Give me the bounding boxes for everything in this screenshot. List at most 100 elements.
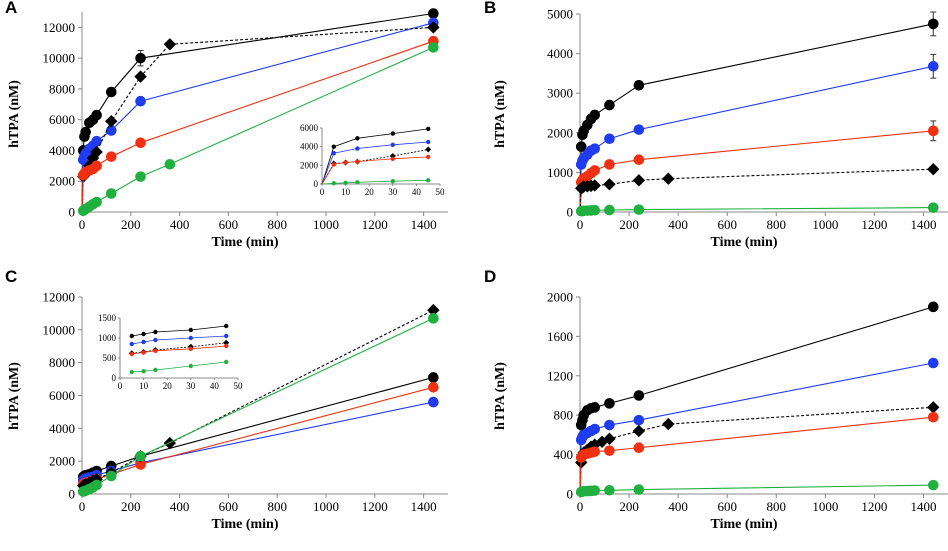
chart-0-inset-xtick-label-0: 0 (320, 187, 325, 197)
chart-1-ytick-label-5: 5000 (547, 7, 573, 22)
chart-panel-C: C0 200 400 600 800 1000 1200 140002000400060008… (5, 267, 448, 532)
chart-0-series-black-point-3 (80, 126, 91, 138)
chart-2-inset-xtick-label-2: 20 (163, 381, 173, 391)
chart-0-series-blue-point-6 (91, 135, 102, 147)
chart-3-xtick-label-6: 1200 (861, 499, 887, 514)
chart-0-inset-series-red-point-5 (426, 154, 431, 160)
chart-2-ytick-label-1: 2000 (49, 454, 75, 469)
chart-0-inset-xtick-label-3: 30 (388, 187, 398, 197)
chart-0-inset-series-black-point-4 (426, 126, 431, 132)
chart-3-series-diamond-point-11 (927, 401, 940, 414)
chart-3-series-diamond-point-7 (595, 435, 609, 448)
chart-3-series-diamond-line (579, 406, 934, 495)
chart-0-inset-series-blue-point-4 (426, 139, 431, 145)
chart-1-x-axis-title: Time (min) (710, 235, 777, 250)
chart-1-ytick-label-2: 2000 (547, 125, 573, 140)
chart-1-series-red-point-8 (633, 154, 645, 166)
chart-0-ytick-label-6: 12000 (43, 20, 76, 35)
chart-0-series-diamond-point-8 (134, 70, 147, 83)
chart-2-xtick-label-6: 1200 (362, 499, 388, 514)
chart-2-ytick-label-4: 8000 (49, 355, 75, 370)
chart-1-xtick-label-4: 800 (767, 217, 787, 232)
chart-2-inset-series-black-point-1 (141, 331, 146, 337)
chart-3-series-diamond-point-10 (662, 417, 675, 431)
chart-2-inset-series-black-point-2 (153, 329, 158, 335)
chart-1-series-blue-line (579, 65, 934, 213)
chart-0-inset-ytick-label-1: 2000 (300, 160, 319, 170)
chart-0-inset-series-red-point-2 (343, 160, 348, 165)
chart-0-series-diamond-point-6 (90, 145, 103, 159)
chart-3-series-red-point-6 (589, 446, 601, 457)
chart-3-series-red-point-7 (604, 445, 615, 456)
chart-0-series-black-point-6 (91, 109, 102, 121)
chart-1-series-red-point-7 (604, 159, 615, 170)
chart-1-ytick-label-0: 0 (567, 205, 574, 220)
chart-1-series-red-point-6 (589, 165, 601, 176)
chart-3-series-red-line (579, 416, 934, 495)
chart-0-inset-series-black-point-1 (331, 144, 336, 149)
chart-2-inset-xtick-label-0: 0 (118, 381, 123, 391)
chart-2-series-diamond-point-10 (427, 303, 440, 317)
chart-0-inset-series-blue-point-1 (331, 151, 336, 156)
chart-0-inset-xtick-label-5: 50 (436, 187, 446, 197)
chart-0-inset-ytick-label-2: 4000 (300, 142, 319, 152)
chart-3-series-black-point-9 (927, 301, 939, 313)
chart-3-x-axis-title: Time (min) (710, 517, 777, 532)
chart-0-inset: 0 10 20 30 40 50 0 2000 4000 6000 (292, 120, 446, 202)
chart-1-series-green-point-6 (589, 204, 601, 216)
chart-3-xtick-label-1: 200 (619, 499, 639, 514)
chart-2-inset-background (90, 310, 244, 396)
chart-2-inset-series-green-point-2 (153, 367, 158, 373)
chart-3-ytick-label-3: 1200 (547, 368, 573, 383)
chart-1-series-black-line (579, 23, 934, 213)
chart-0-series-red-point-6 (91, 160, 102, 172)
chart-1-series-green-point-9 (927, 202, 939, 213)
chart-1-series-diamond-point-7 (603, 178, 616, 191)
chart-1-series-red-line (579, 130, 934, 213)
chart-3-series-green-point-9 (927, 479, 939, 491)
chart-2-inset-series-black-point-3 (188, 327, 193, 333)
chart-1-ytick-label-3: 3000 (547, 86, 573, 101)
chart-3-series-blue-point-7 (604, 419, 615, 431)
chart-0-series-green-point-8 (135, 171, 146, 182)
chart-panel-B: B 0 200 400 600 800 1000 1200 1400 0 1000 2000 3000 4… (484, 0, 948, 250)
chart-3-xtick-label-5: 1000 (812, 499, 838, 514)
chart-0-xtick-label-4: 800 (267, 217, 287, 232)
chart-3-series-diamond-point-9 (632, 424, 646, 438)
chart-3-series-blue-point-6 (589, 423, 601, 435)
chart-panel-A: A0 200 400 600 800 1000 1200 140002000400060008… (5, 0, 448, 250)
chart-2-inset-series-black-point-4 (224, 323, 229, 329)
chart-2-series-green-point-7 (105, 470, 117, 482)
chart-0-inset-series-diamond-point-5 (425, 146, 432, 153)
chart-1-series-diamond-point-8 (632, 174, 646, 187)
chart-0-inset-xtick-label-1: 10 (341, 187, 351, 197)
chart-2-inset-series-green-point-4 (224, 359, 229, 365)
chart-2-y-axis-title: hTPA (nM) (7, 362, 22, 430)
chart-2-ytick-label-0: 0 (69, 487, 76, 502)
chart-0-series-blue-point-8 (135, 95, 146, 107)
chart-2-inset-series-diamond-point-4 (223, 339, 230, 346)
chart-1-ytick-label-1: 1000 (547, 165, 573, 180)
chart-0-inset-series-diamond-line (321, 149, 429, 185)
chart-1-series-green-line (579, 207, 934, 213)
chart-2-panel-letter: C (5, 267, 17, 286)
chart-3-series-red-point-9 (927, 411, 939, 423)
chart-panel-D: D 0 200 400 600 800 1000 1200 1400 0 400 800 1200 160… (484, 267, 948, 532)
chart-1-xtick-label-2: 400 (668, 217, 688, 232)
chart-3-series-red-point-8 (633, 442, 645, 454)
chart-1-xtick-label-6: 1200 (861, 217, 887, 232)
chart-2-series-blue-line (81, 401, 434, 495)
chart-1-xtick-label-7: 1400 (910, 217, 936, 232)
chart-2-inset-xtick-label-4: 40 (210, 381, 220, 391)
chart-0-xtick-label-1: 200 (121, 217, 141, 232)
chart-0-series-diamond-point-9 (163, 38, 177, 51)
chart-0-series-black-point-9 (428, 8, 439, 19)
chart-2-series-red-point-8 (135, 459, 146, 470)
chart-2-x-axis-title: Time (min) (211, 517, 278, 532)
chart-2-inset-series-red-point-3 (188, 346, 193, 351)
chart-2-inset-series-green-point-3 (188, 363, 193, 369)
chart-2-inset-series-red-point-0 (129, 351, 134, 357)
chart-3-ytick-label-5: 2000 (547, 290, 573, 305)
chart-0-series-green-point-7 (105, 188, 117, 199)
chart-3-series-green-point-8 (633, 484, 645, 495)
